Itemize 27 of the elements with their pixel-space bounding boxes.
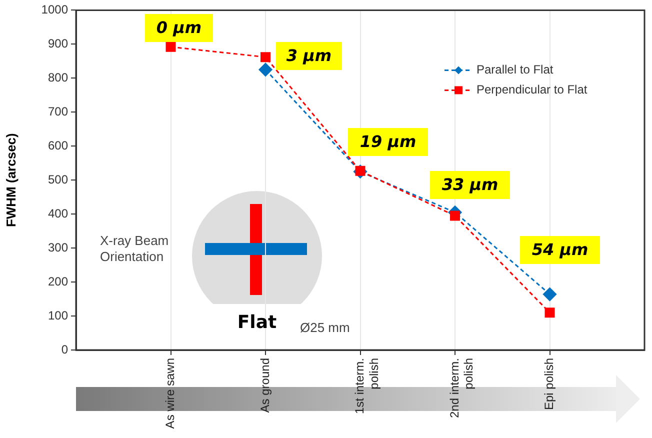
- y-tick-label: 200: [48, 274, 68, 288]
- y-tick-label: 700: [48, 104, 68, 118]
- legend-label: Parallel to Flat: [476, 62, 554, 77]
- y-tick-label: 600: [48, 138, 68, 152]
- y-tick-label: 100: [48, 308, 68, 322]
- annotation: Flat: [236, 312, 278, 334]
- x-tick-label: As ground: [258, 358, 272, 413]
- y-tick-label: 300: [48, 240, 68, 254]
- annotation: Ø25 mm: [300, 320, 351, 336]
- y-tick-label: 400: [48, 206, 68, 220]
- x-tick-label: As wire sawn: [163, 358, 178, 429]
- y-tick-label: 0: [61, 342, 68, 356]
- y-tick-label: 900: [48, 36, 68, 50]
- x-tick-label: 2nd interm. polish: [447, 358, 476, 418]
- y-axis-title: FWHM (arcsec): [3, 133, 18, 228]
- y-tick-label: 500: [48, 172, 68, 186]
- annotation: 19 µm: [348, 128, 428, 156]
- annotation: 54 µm: [520, 236, 600, 264]
- annotation: 33 µm: [430, 171, 510, 199]
- x-tick-label: Epi polish: [542, 358, 556, 410]
- annotation: 3 µm: [276, 42, 342, 70]
- annotation: 0 µm: [145, 14, 213, 42]
- annotation: X-ray Beam Orientation: [100, 233, 170, 265]
- legend-label: Perpendicular to Flat: [476, 82, 588, 97]
- y-tick-label: 800: [48, 70, 68, 84]
- y-tick-label: 1000: [41, 2, 68, 17]
- x-tick-label: 1st interm. polish: [352, 358, 381, 414]
